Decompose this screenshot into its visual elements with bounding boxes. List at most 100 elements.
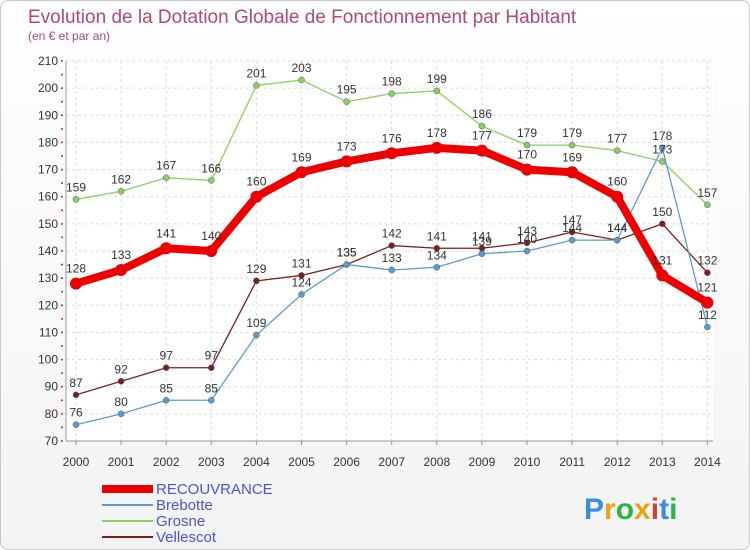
data-point-vellescot <box>433 245 441 252</box>
y-minor-tick <box>61 168 63 171</box>
data-point-recouvrance <box>205 245 218 257</box>
y-minor-tick <box>61 209 63 212</box>
data-label-grosne: 157 <box>697 186 717 200</box>
y-minor-tick <box>61 127 63 130</box>
data-label-grosne: 179 <box>517 126 537 140</box>
data-point-vellescot <box>523 239 531 247</box>
data-point-vellescot <box>117 378 125 385</box>
data-label-vellescot: 150 <box>652 205 672 219</box>
data-point-grosne <box>659 158 666 165</box>
data-label-recouvrance: 160 <box>607 175 627 189</box>
data-point-brebotte <box>343 261 350 268</box>
data-label-brebotte: 133 <box>382 251 402 265</box>
x-tick-label: 2004 <box>243 455 270 469</box>
chart-subtitle: (en € et par an) <box>28 29 110 43</box>
data-point-vellescot <box>208 364 215 371</box>
data-label-vellescot: 147 <box>562 213 582 227</box>
data-label-grosne: 195 <box>337 83 357 97</box>
data-point-brebotte <box>523 247 531 255</box>
logo-letter: t <box>659 493 669 526</box>
data-point-grosne <box>162 174 170 181</box>
data-point-grosne <box>72 196 80 203</box>
data-point-recouvrance <box>701 296 714 309</box>
data-point-vellescot <box>568 228 576 236</box>
y-minor-tick <box>61 372 63 375</box>
chart-title: Evolution de la Dotation Globale de Fonc… <box>28 7 577 28</box>
data-label-recouvrance: 169 <box>562 150 582 164</box>
y-tick-label: 210 <box>38 54 58 68</box>
data-label-brebotte: 76 <box>69 406 83 420</box>
x-tick-label: 2012 <box>604 455 631 469</box>
data-label-vellescot: 141 <box>472 229 492 243</box>
data-point-grosne <box>208 177 215 184</box>
data-point-grosne <box>433 87 441 95</box>
data-label-recouvrance: 169 <box>291 150 311 164</box>
y-minor-tick <box>61 277 63 280</box>
x-tick-label: 2000 <box>63 455 90 469</box>
y-minor-tick <box>61 87 63 90</box>
y-tick-label: 120 <box>38 298 58 312</box>
data-label-brebotte: 134 <box>427 248 447 262</box>
data-label-grosne: 159 <box>66 180 86 194</box>
x-tick-label: 2010 <box>514 455 541 469</box>
legend-label-grosne: Grosne <box>156 513 205 530</box>
data-label-recouvrance: 178 <box>427 126 447 140</box>
legend-label-recouvrance: RECOUVRANCE <box>156 481 273 498</box>
data-point-recouvrance <box>566 166 579 179</box>
y-minor-tick <box>61 182 63 185</box>
y-tick-label: 170 <box>38 163 58 177</box>
data-label-recouvrance: 121 <box>697 281 717 295</box>
y-minor-tick <box>61 358 63 361</box>
data-label-vellescot: 135 <box>337 246 357 260</box>
y-tick-label: 80 <box>45 407 59 421</box>
y-tick-label: 160 <box>38 190 58 204</box>
data-point-grosne <box>613 147 621 154</box>
data-point-grosne <box>253 82 260 89</box>
y-minor-tick <box>61 385 63 388</box>
y-minor-tick <box>61 290 63 293</box>
data-labels: 128 133 141 140 160 169 173 176 178 177 170 169 160 1… <box>66 61 718 420</box>
data-point-grosne <box>388 90 395 97</box>
logo-letter: x <box>634 493 651 526</box>
data-point-brebotte <box>704 323 711 331</box>
data-label-brebotte: 85 <box>160 381 174 395</box>
data-label-recouvrance: 170 <box>517 148 537 162</box>
y-minor-tick <box>61 195 63 198</box>
data-point-brebotte <box>208 397 215 404</box>
data-point-vellescot <box>388 242 395 249</box>
y-minor-tick <box>61 317 63 320</box>
logo-letter: o <box>616 493 634 526</box>
x-tick-label: 2001 <box>108 455 135 469</box>
data-label-brebotte: 178 <box>652 129 672 143</box>
data-point-recouvrance <box>611 190 624 203</box>
y-minor-tick <box>61 412 63 415</box>
data-point-brebotte <box>659 144 666 152</box>
data-point-brebotte <box>117 410 125 418</box>
data-label-recouvrance: 131 <box>652 253 672 267</box>
data-label-grosne: 198 <box>382 75 402 89</box>
data-label-grosne: 201 <box>246 66 266 80</box>
y-minor-tick <box>61 399 63 402</box>
x-tick-label: 2014 <box>694 455 721 469</box>
data-label-recouvrance: 140 <box>201 229 221 243</box>
data-label-vellescot: 97 <box>160 349 174 363</box>
data-point-recouvrance <box>160 242 173 255</box>
x-tick-label: 2007 <box>378 455 405 469</box>
data-point-grosne <box>568 141 576 149</box>
x-tick-label: 2013 <box>649 455 676 469</box>
y-minor-tick <box>61 222 63 225</box>
y-tick-label: 70 <box>45 434 59 448</box>
proxiti-logo: Proxiti <box>584 493 677 526</box>
y-tick-label: 150 <box>38 217 58 231</box>
data-label-grosne: 186 <box>472 107 492 121</box>
data-label-vellescot: 141 <box>427 229 447 243</box>
data-point-vellescot <box>659 220 666 228</box>
data-label-vellescot: 143 <box>517 224 537 238</box>
y-minor-tick <box>61 304 63 307</box>
logo-letter: P <box>584 493 604 526</box>
y-tick-label: 140 <box>38 244 58 258</box>
data-label-grosne: 199 <box>427 72 447 86</box>
y-minor-tick <box>61 60 63 62</box>
